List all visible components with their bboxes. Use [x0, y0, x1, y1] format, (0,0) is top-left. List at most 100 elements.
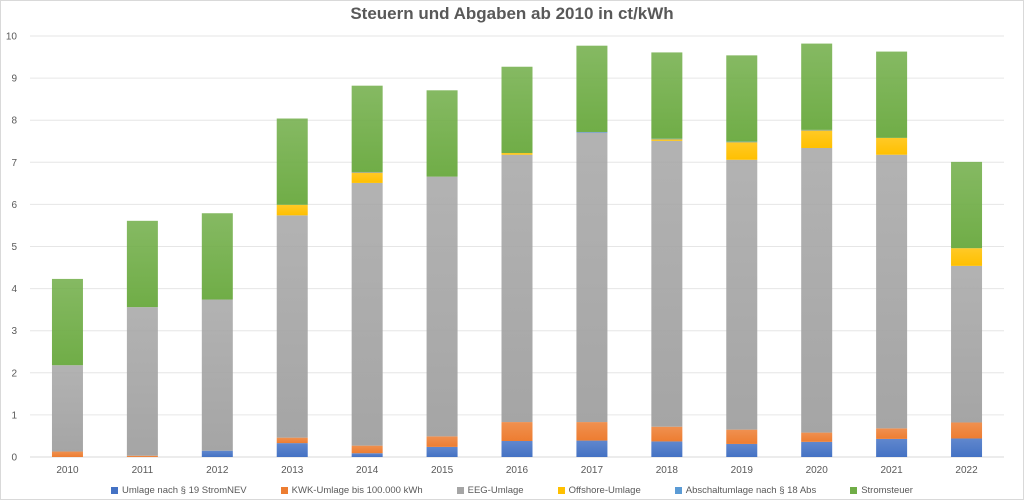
bar-stack-2018: [651, 52, 683, 457]
legend-swatch: [456, 487, 464, 494]
bar-segment: [876, 154, 908, 429]
bar-segment: [276, 204, 308, 216]
bar-segment: [501, 153, 533, 155]
bar-stack-2017: [576, 45, 608, 457]
legend-swatch: [850, 487, 858, 494]
bar-segment: [426, 176, 458, 437]
bar-segment: [951, 438, 983, 457]
x-tick-label: 2016: [506, 465, 529, 476]
legend-item: KWK-Umlage bis 100.000 kWh: [280, 485, 423, 496]
y-tick-label: 7: [11, 158, 17, 169]
legend-label: Offshore-Umlage: [568, 485, 641, 496]
bar-segment: [651, 52, 683, 139]
legend-label: Abschaltumlage nach § 18 Abs: [685, 485, 817, 496]
legend-label: Stromsteuer: [861, 485, 913, 496]
bar-stack-2011: [126, 220, 158, 457]
bar-segment: [876, 137, 908, 155]
bar-segment: [651, 426, 683, 442]
legend-swatch: [280, 487, 288, 494]
legend-label: EEG-Umlage: [467, 485, 524, 496]
bar-stack-2014: [351, 85, 383, 457]
bar-segment: [51, 365, 83, 452]
bar-segment: [576, 131, 608, 133]
chart-title: Steuern und Abgaben ab 2010 in ct/kWh: [350, 4, 674, 23]
y-tick-label: 10: [6, 32, 18, 43]
bar-segment: [801, 43, 833, 130]
bar-stack-2016: [501, 66, 533, 457]
y-tick-label: 8: [11, 116, 17, 127]
bar-stack-2019: [726, 55, 758, 457]
y-tick-label: 6: [11, 200, 17, 211]
y-tick-label: 3: [11, 326, 17, 337]
bar-segment: [951, 265, 983, 423]
bar-segment: [276, 118, 308, 205]
bar-stack-2020: [801, 43, 833, 457]
x-tick-label: 2018: [656, 465, 679, 476]
bar-segment: [801, 130, 833, 148]
x-tick-label: 2020: [806, 465, 829, 476]
bar-segment: [501, 441, 533, 457]
x-axis-tick-labels: 2010 2011 2012 2013 2014 2015 2016 2017 2018 2019…: [56, 465, 978, 476]
bar-segment: [51, 278, 83, 366]
bar-segment: [576, 45, 608, 132]
bar-segment: [726, 443, 758, 457]
bar-segment: [876, 428, 908, 439]
bar-segment: [951, 248, 983, 266]
bar-segment: [126, 455, 158, 457]
y-tick-label: 4: [11, 284, 17, 295]
bar-segment: [726, 429, 758, 444]
legend-label: KWK-Umlage bis 100.000 kWh: [291, 485, 423, 496]
bar-stack-2010: [51, 278, 83, 457]
legend-item: EEG-Umlage: [456, 485, 524, 496]
bar-stack-2021: [876, 51, 908, 457]
x-tick-label: 2012: [206, 465, 229, 476]
y-axis-tick-labels: 0 1 2 3 4 5 6 7 8 9 10: [6, 32, 18, 464]
x-tick-label: 2013: [281, 465, 304, 476]
bar-stack-2022: [951, 161, 983, 457]
bar-stacks: [51, 43, 983, 457]
bar-segment: [126, 220, 158, 308]
bar-segment: [426, 446, 458, 457]
legend-swatch: [674, 487, 682, 494]
bar-segment: [951, 422, 983, 439]
x-tick-label: 2015: [431, 465, 454, 476]
bar-segment: [801, 147, 833, 433]
y-tick-label: 5: [11, 242, 17, 253]
bar-segment: [651, 140, 683, 427]
bar-segment: [726, 142, 758, 160]
bar-segment: [426, 436, 458, 447]
bar-segment: [276, 215, 308, 438]
bar-segment: [951, 161, 983, 249]
bar-segment: [651, 441, 683, 457]
bar-segment: [126, 307, 158, 456]
x-tick-label: 2021: [880, 465, 903, 476]
bar-segment: [726, 159, 758, 430]
bar-segment: [801, 432, 833, 442]
bar-segment: [351, 182, 383, 446]
bar-segment: [201, 299, 233, 451]
bar-stack-2013: [276, 118, 308, 457]
bar-segment: [276, 443, 308, 457]
bar-stack-2012: [201, 213, 233, 457]
x-tick-label: 2022: [955, 465, 978, 476]
legend-swatch: [557, 487, 565, 494]
bar-segment: [51, 451, 83, 457]
bar-segment: [651, 139, 683, 141]
y-tick-label: 1: [11, 410, 17, 421]
legend-item: Offshore-Umlage: [557, 485, 641, 496]
bar-segment: [801, 441, 833, 457]
legend: Umlage nach § 19 StromNEV KWK-Umlage bis …: [0, 485, 1024, 496]
bar-segment: [726, 55, 758, 142]
x-tick-label: 2014: [356, 465, 379, 476]
bar-stack-2015: [426, 90, 458, 457]
legend-item: Abschaltumlage nach § 18 Abs: [674, 485, 817, 496]
bar-segment: [576, 440, 608, 457]
x-tick-label: 2019: [731, 465, 754, 476]
legend-item: Umlage nach § 19 StromNEV: [111, 485, 247, 496]
bar-segment: [351, 172, 383, 183]
bar-segment: [501, 422, 533, 442]
bar-segment: [651, 138, 683, 140]
legend-swatch: [111, 487, 119, 494]
x-tick-label: 2011: [132, 465, 154, 476]
